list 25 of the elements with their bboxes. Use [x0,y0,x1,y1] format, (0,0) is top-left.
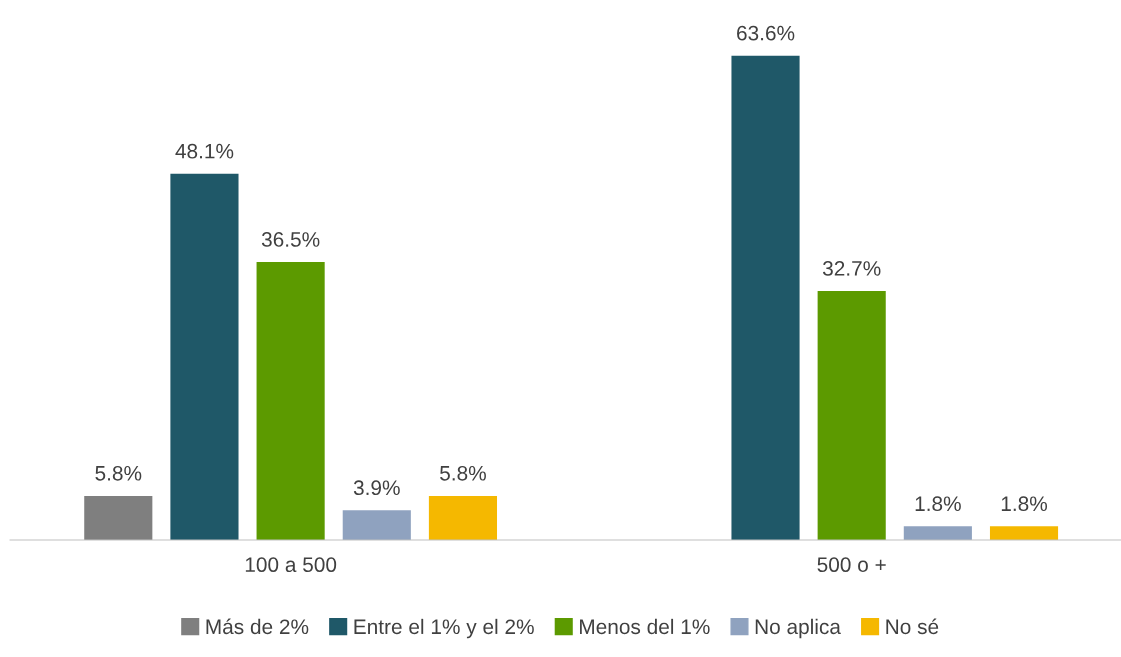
legend-label: Más de 2% [206,618,309,635]
bar [817,291,886,541]
data-label: 63.6% [737,25,795,41]
data-label: 36.5% [261,232,320,247]
bar [903,526,972,541]
data-label: 5.8% [95,465,142,481]
data-label: 48.1% [175,143,234,159]
bar [342,510,411,541]
data-label: 32.7% [822,261,881,276]
data-label: 1.8% [915,496,961,512]
bar [428,495,498,541]
bar [989,526,1059,541]
bar [256,262,325,541]
data-label: 1.8% [1001,496,1048,512]
legend-label: No sé [886,618,939,635]
bar [170,173,239,541]
legend-label: Entre el 1% y el 2% [354,618,534,639]
data-label: 3.9% [353,480,400,496]
bar [731,55,800,541]
data-label: 5.8% [440,465,486,481]
legend-label: Menos del 1% [580,618,710,635]
legend-label: No aplica [755,618,841,639]
bar [84,495,153,541]
x-tick-label: 100 a 500 [245,557,337,573]
x-tick-label: 500 o + [817,557,886,573]
